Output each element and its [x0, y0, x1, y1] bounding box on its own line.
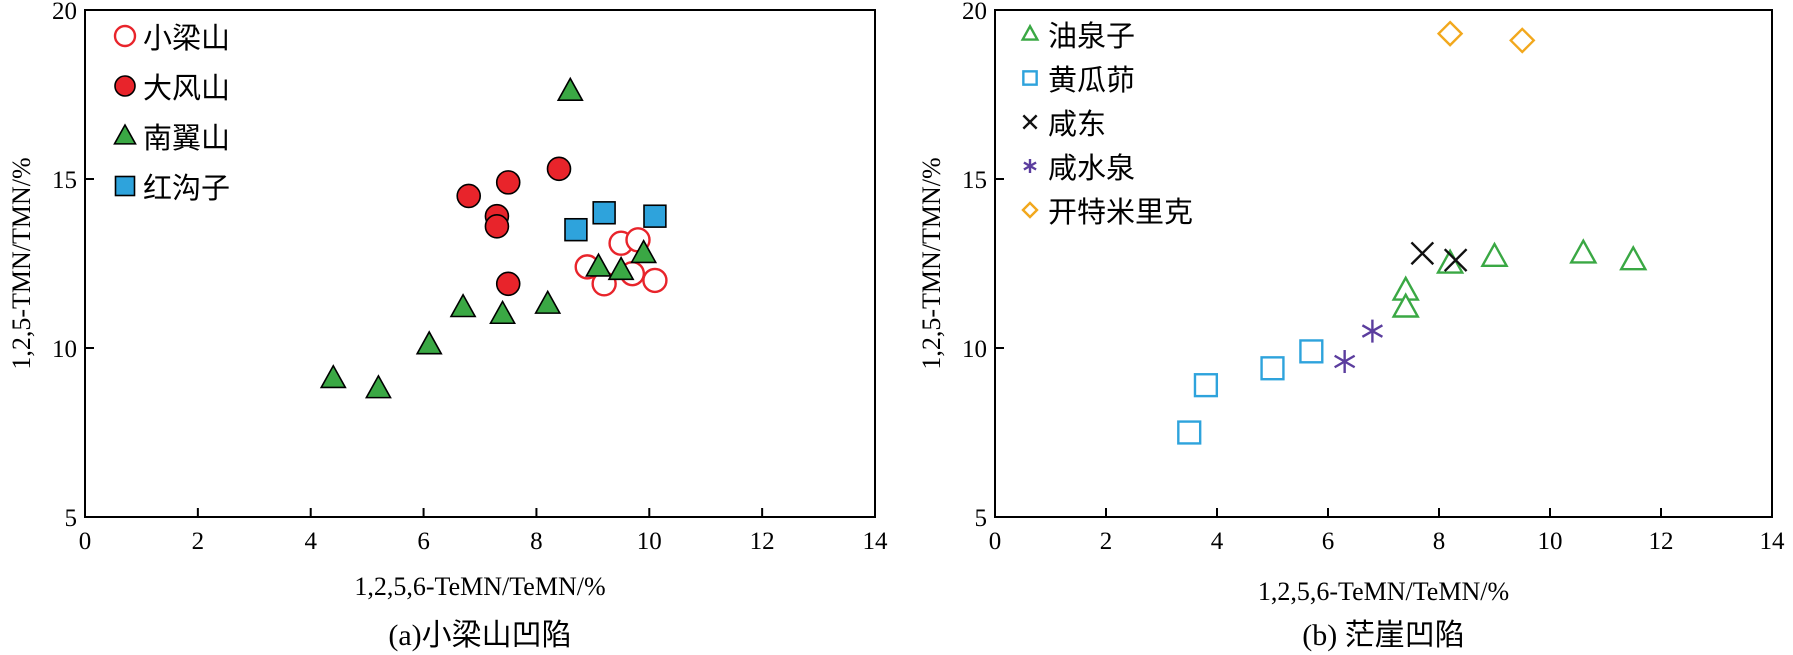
data-point: [449, 293, 477, 318]
legend-label: 南翼山: [143, 121, 230, 155]
legend-label: 大风山: [143, 71, 230, 105]
legend-marker: [1023, 159, 1037, 173]
legend-label: 小梁山: [143, 21, 230, 55]
series-南翼山: [319, 76, 658, 399]
data-point: [364, 374, 392, 399]
series-咸水泉: [1334, 319, 1384, 374]
x-tick-label: 8: [1433, 528, 1446, 555]
legend-marker: [1020, 23, 1040, 41]
data-point: [1177, 420, 1202, 445]
data-point: [1299, 339, 1324, 364]
plot-frame: [994, 9, 1773, 518]
series-红沟子: [564, 201, 667, 242]
data-point: [415, 330, 443, 355]
plot-frame: [84, 9, 876, 518]
data-point: [1334, 350, 1356, 374]
data-point: [1193, 373, 1219, 398]
data-point: [1436, 20, 1464, 47]
y-axis-label: 1,2,5-TMN/TMN/%: [917, 157, 946, 369]
x-tick-label: 10: [637, 528, 662, 555]
data-point: [1260, 356, 1285, 381]
legend-marker: [1022, 114, 1038, 130]
x-tick-label: 6: [1322, 528, 1335, 555]
legend-marker: [114, 75, 136, 97]
y-tick-label: 20: [52, 0, 77, 25]
legend-label: 红沟子: [143, 171, 230, 205]
x-tick-label: 14: [1760, 528, 1786, 555]
data-point: [1480, 241, 1509, 267]
legend-marker: [113, 24, 137, 48]
x-tick-label: 4: [304, 528, 317, 555]
chart-panel-2: 0 2 4 6 8 10 12 14 5 10 15 20 1,2,5,6-TeMN/TeMN/% 1,2…: [917, 0, 1785, 652]
panel-caption: (b) 茫崖凹陷: [1302, 619, 1464, 652]
data-point: [556, 76, 584, 101]
series-黄瓜茆: [1177, 339, 1324, 445]
legend-label: 咸东: [1048, 107, 1106, 141]
legend-marker: [113, 123, 137, 145]
x-tick-label: 4: [1211, 528, 1224, 555]
data-point: [1410, 241, 1435, 266]
data-point: [1391, 292, 1420, 318]
x-axis-label: 1,2,5,6-TeMN/TeMN/%: [354, 572, 605, 601]
y-tick-label: 20: [962, 0, 987, 25]
y-tick-label: 10: [962, 336, 987, 363]
y-tick-label: 5: [65, 505, 78, 532]
x-tick-label: 8: [530, 528, 543, 555]
data-point: [484, 214, 510, 239]
legend-label: 咸水泉: [1048, 151, 1135, 185]
x-tick-label: 0: [989, 528, 1002, 555]
y-tick-label: 10: [52, 336, 77, 363]
series-油泉子: [1391, 238, 1648, 318]
data-point: [642, 267, 668, 294]
x-axis-label: 1,2,5,6-TeMN/TeMN/%: [1258, 577, 1509, 606]
x-tick-label: 2: [1100, 528, 1113, 555]
data-point: [546, 156, 572, 182]
x-tick-label: 0: [79, 528, 92, 555]
x-tick-label: 12: [750, 528, 775, 555]
data-point: [1619, 244, 1648, 271]
legend-marker: [1021, 201, 1039, 219]
data-point: [630, 239, 658, 264]
data-point: [1509, 27, 1536, 54]
x-tick-label: 6: [417, 528, 430, 555]
series-咸东: [1410, 241, 1468, 272]
data-point: [319, 364, 347, 389]
data-point: [1443, 248, 1468, 272]
x-tick-label: 12: [1649, 528, 1674, 555]
data-point: [1361, 319, 1384, 343]
data-point: [1569, 238, 1598, 264]
data-point: [592, 201, 616, 225]
x-tick-label: 10: [1538, 528, 1563, 555]
y-tick-label: 15: [962, 167, 987, 194]
chart-panel-1: 0 2 4 6 8 10 12 14 5 10 15 20 1,2,5,6-TeMN/TeMN/% 1,2…: [7, 0, 888, 652]
legend-label: 油泉子: [1048, 19, 1135, 53]
data-point: [495, 271, 521, 297]
data-point: [495, 170, 521, 195]
legend-label: 黄瓜茆: [1048, 63, 1135, 97]
x-tick-label: 14: [863, 528, 889, 555]
data-point: [585, 252, 612, 277]
data-point: [607, 255, 635, 281]
y-tick-label: 5: [975, 505, 988, 532]
data-point: [564, 217, 588, 242]
y-axis-label: 1,2,5-TMN/TMN/%: [7, 157, 36, 369]
series-大风山: [456, 156, 572, 297]
x-tick-label: 2: [192, 528, 205, 555]
legend-marker: [1022, 70, 1038, 86]
data-point: [456, 183, 482, 209]
data-point: [534, 289, 562, 314]
legend-marker: [114, 175, 136, 197]
panel-caption: (a)小梁山凹陷: [388, 619, 571, 652]
legend-label: 开特米里克: [1048, 195, 1193, 229]
y-tick-label: 15: [52, 167, 77, 194]
data-point: [489, 299, 517, 325]
data-point: [643, 204, 667, 228]
series-开特米里克: [1436, 20, 1536, 54]
